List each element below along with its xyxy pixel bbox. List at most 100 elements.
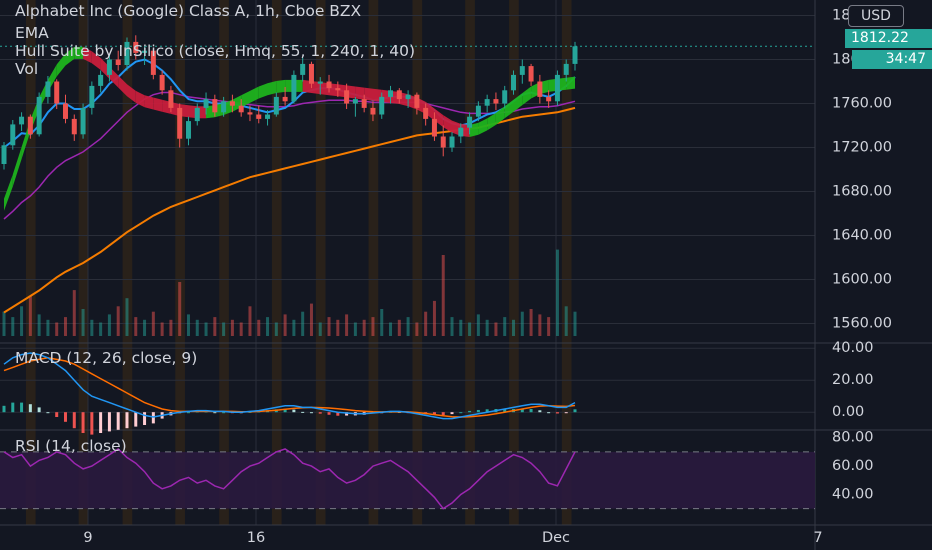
volume-bar	[81, 309, 85, 336]
macd-histogram-bar	[503, 409, 507, 413]
rsi-band	[0, 451, 815, 510]
macd-histogram-bar	[46, 412, 50, 414]
hull-segment	[56, 53, 66, 77]
price-tick-label: 1600.00	[832, 272, 892, 288]
volume-bar	[476, 314, 480, 336]
candle-body	[493, 99, 499, 104]
volume-bar	[248, 306, 252, 336]
candle-body	[212, 99, 218, 113]
hull-segment	[522, 86, 532, 106]
volume-bar	[2, 311, 6, 336]
volume-bar	[134, 317, 138, 336]
volume-legend[interactable]: Vol	[15, 60, 39, 78]
candle-body	[554, 74, 560, 102]
macd-histogram-bar	[283, 408, 287, 413]
candle-body	[361, 99, 367, 108]
volume-bar	[169, 319, 173, 336]
volume-bar	[529, 309, 533, 336]
volume-bar	[143, 319, 147, 336]
macd-histogram-bar	[309, 412, 313, 414]
candle-body	[300, 63, 306, 75]
volume-bar	[564, 306, 568, 336]
hull-segment	[566, 76, 575, 90]
volume-bar	[107, 314, 111, 336]
session-band	[412, 0, 423, 525]
hull-segment	[65, 46, 75, 66]
volume-bar	[186, 314, 190, 336]
volume-bar	[397, 319, 401, 336]
macd-histogram-bar	[81, 412, 85, 433]
candle-body	[106, 59, 112, 75]
session-band	[271, 0, 282, 525]
macd-histogram-bar	[72, 412, 76, 429]
candle-body	[229, 101, 235, 106]
macd-histogram-bar	[432, 412, 436, 415]
hull-segment	[4, 174, 13, 211]
price-tick-label: 1680.00	[832, 184, 892, 200]
macd-histogram-bar	[459, 412, 463, 414]
candle-body	[273, 96, 279, 115]
macd-histogram-bar	[538, 410, 542, 413]
candle-body	[291, 74, 297, 102]
rsi-tick-label: 60.00	[832, 458, 874, 474]
countdown-tag: 34:47	[852, 50, 932, 69]
volume-bar	[406, 317, 410, 336]
price-tick-label: 1640.00	[832, 228, 892, 244]
time-axis[interactable]: 9 16 Dec 7	[83, 530, 822, 546]
macd-histogram-bar	[476, 409, 480, 413]
macd-legend[interactable]: MACD (12, 26, close, 9)	[15, 349, 198, 367]
hull-segment	[250, 86, 259, 103]
volume-bar	[424, 311, 428, 336]
rsi-line	[3, 448, 576, 510]
volume-bar	[257, 319, 261, 336]
macd-histogram-bar	[547, 412, 551, 414]
hull-segment	[355, 86, 365, 100]
volume-bar	[494, 322, 498, 336]
candle-body	[537, 81, 543, 97]
ema-fast-line	[3, 58, 576, 149]
hull-segment	[144, 95, 154, 110]
hull-segment	[311, 81, 321, 95]
macd-histogram-bar	[301, 411, 305, 413]
volume-bar	[230, 319, 234, 336]
macd-histogram-bar	[2, 405, 6, 413]
volume-bar	[239, 322, 243, 336]
session-band	[465, 0, 475, 525]
volume-bar	[195, 319, 199, 336]
candle-body	[326, 81, 332, 89]
rsi-legend[interactable]: RSI (14, close)	[15, 437, 127, 455]
ema-legend[interactable]: EMA	[15, 24, 49, 42]
macd-histogram-bar	[564, 412, 568, 414]
candle-body	[98, 74, 104, 86]
hull-segment	[425, 101, 435, 121]
volume-bar	[450, 317, 454, 336]
macd-tick-label: 40.00	[832, 340, 874, 356]
macd-tick-label: 0.00	[832, 404, 864, 420]
volume-bar	[503, 317, 507, 336]
candle-body	[405, 94, 411, 100]
macd-histogram-bar	[520, 409, 524, 413]
session-band	[509, 0, 519, 525]
hull-legend[interactable]: Hull Suite by InSilico (close, Hmq, 55, …	[15, 42, 416, 60]
macd-histogram-bar	[125, 412, 129, 429]
candle-body	[396, 90, 402, 100]
macd-histogram-bar	[441, 412, 445, 416]
macd-pane	[2, 352, 577, 435]
hull-segment	[12, 147, 22, 187]
macd-histogram-bar	[336, 412, 340, 416]
volume-bar	[116, 306, 120, 336]
price-axis[interactable]: 1840.001800.001760.001720.001680.001640.…	[832, 8, 892, 503]
volume-bar	[46, 319, 50, 336]
candle-body	[247, 112, 253, 115]
macd-histogram-bar	[116, 412, 120, 430]
session-band	[175, 0, 185, 525]
price-tick-label: 1560.00	[832, 316, 892, 332]
currency-button[interactable]: USD	[848, 5, 904, 27]
hull-segment	[127, 84, 136, 103]
candle-body	[10, 124, 16, 146]
volume-bar	[415, 322, 419, 336]
candle-body	[168, 90, 174, 108]
volume-bar	[573, 311, 577, 336]
volume-bar	[520, 311, 524, 336]
